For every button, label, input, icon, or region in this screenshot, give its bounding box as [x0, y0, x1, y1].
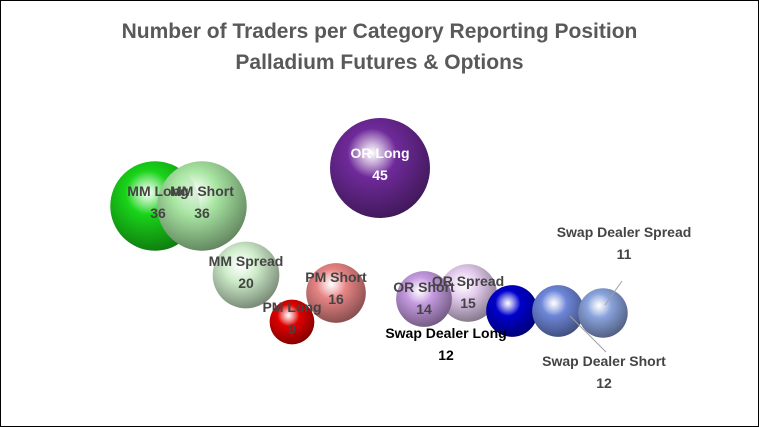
chart-subtitle: Palladium Futures & Options	[235, 51, 524, 74]
bubble-mm-short	[157, 161, 247, 251]
bubble-swap-dealer-short	[532, 285, 584, 337]
bubble-pm-short	[306, 263, 366, 323]
bubble-pm-long	[269, 299, 315, 345]
data-label-or-spread: OR Spread 15	[432, 273, 504, 311]
data-label-mm-long: MM Long 36	[127, 183, 188, 221]
data-label-mm-spread: MM Spread 20	[209, 253, 284, 291]
data-label-swap-dealer-short: Swap Dealer Short 12	[542, 353, 666, 391]
data-label-swap-dealer-spread: Swap Dealer Spread 11	[557, 224, 692, 262]
chart-title: Number of Traders per Category Reporting…	[121, 20, 638, 43]
leader-line-swap-dealer-short	[569, 315, 607, 353]
data-label-mm-short: MM Short 36	[170, 183, 234, 221]
data-label-or-short: OR Short 14	[393, 279, 455, 317]
leader-line-swap-dealer-spread	[604, 280, 623, 306]
data-label-pm-short: PM Short 16	[305, 269, 367, 307]
bubble-or-short	[396, 271, 452, 327]
data-label-or-long: OR Long 45	[350, 145, 409, 183]
bubble-or-long	[330, 118, 430, 218]
bubble-swap-dealer-spread	[578, 288, 628, 338]
bubble-or-spread	[439, 264, 497, 322]
bubble-swap-dealer-long	[486, 285, 538, 337]
bubble-mm-spread	[212, 241, 280, 309]
data-label-pm-long: PM Long 9	[262, 299, 321, 337]
data-label-swap-dealer-long: Swap Dealer Long 12	[385, 325, 506, 363]
